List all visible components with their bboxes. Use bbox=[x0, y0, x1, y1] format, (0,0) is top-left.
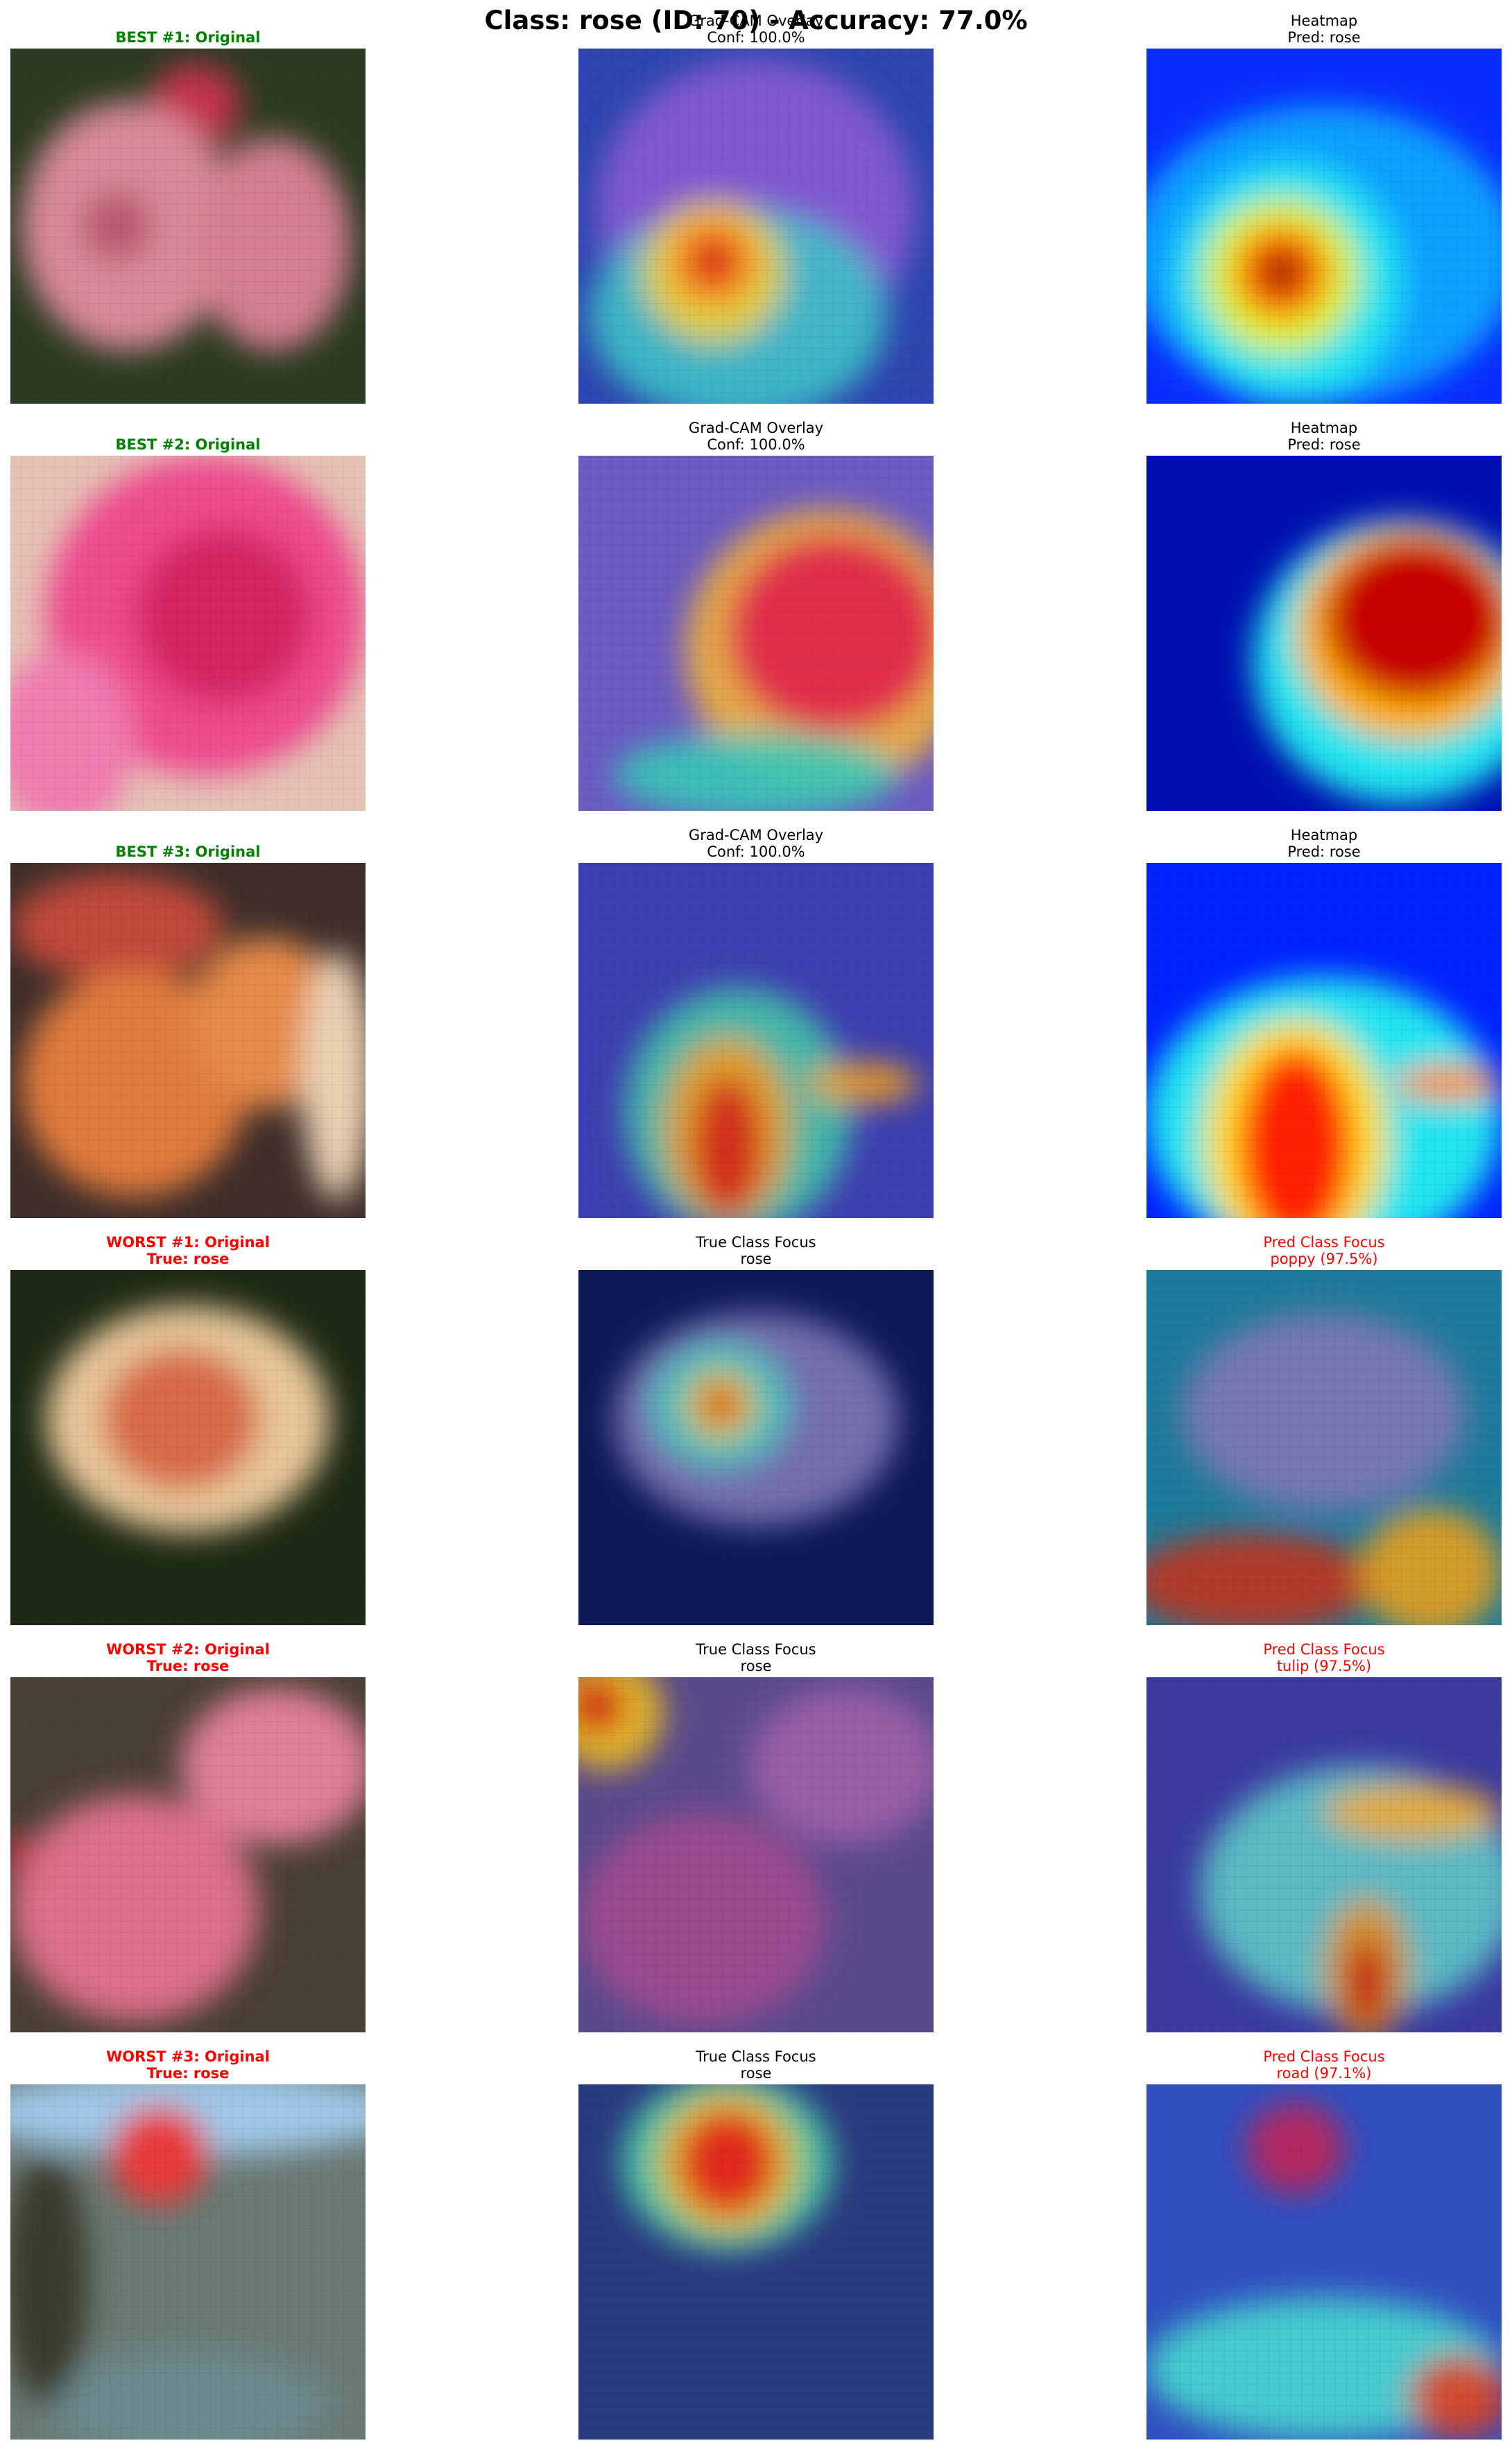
panel-title-line: BEST #1: Original bbox=[115, 29, 261, 46]
image-panel-r2-right bbox=[1146, 456, 1502, 811]
panel-title-r4-middle: True Class Focus rose bbox=[578, 1234, 934, 1267]
image-panel-r2-middle bbox=[578, 456, 934, 811]
panel-img-r2-middle bbox=[578, 456, 934, 811]
panel-title-r2-original: BEST #2: Original bbox=[10, 436, 366, 453]
image-panel-r5-right bbox=[1146, 1677, 1502, 2032]
panel-img-r3-original bbox=[10, 863, 366, 1218]
panel-title-r5-original: WORST #2: Original True: rose bbox=[10, 1641, 366, 1674]
image-panel-r4-right bbox=[1146, 1270, 1502, 1625]
panel-title-line: True: rose bbox=[146, 2065, 230, 2082]
panel-title-line: Pred: rose bbox=[1287, 29, 1361, 46]
panel-title-r3-right: Heatmap Pred: rose bbox=[1146, 827, 1502, 860]
panel-img-r3-middle bbox=[578, 863, 934, 1218]
panel-title-line: True Class Focus bbox=[696, 1641, 816, 1658]
image-panel-r1-right bbox=[1146, 49, 1502, 404]
panel-img-r6-middle bbox=[578, 2084, 934, 2440]
panel-title-line: BEST #2: Original bbox=[115, 436, 261, 453]
panel-title-r4-right: Pred Class Focus poppy (97.5%) bbox=[1146, 1234, 1502, 1267]
panel-img-r5-middle bbox=[578, 1677, 934, 2032]
panel-title-line: Conf: 100.0% bbox=[707, 436, 805, 453]
figure-title: Class: rose (ID: 70) - Accuracy: 77.0% bbox=[484, 6, 1028, 35]
panel-title-line: rose bbox=[740, 1251, 772, 1267]
panel-title-r5-middle: True Class Focus rose bbox=[578, 1641, 934, 1674]
panel-img-r4-middle bbox=[578, 1270, 934, 1625]
panel-title-line: Conf: 100.0% bbox=[707, 843, 805, 860]
panel-title-line: WORST #1: Original bbox=[106, 1234, 270, 1251]
panel-title-line: True Class Focus bbox=[696, 2048, 816, 2065]
panel-title-r6-middle: True Class Focus rose bbox=[578, 2048, 934, 2082]
panel-title-r3-original: BEST #3: Original bbox=[10, 843, 366, 860]
panel-img-r6-original bbox=[10, 2084, 366, 2440]
panel-title-line: tulip (97.5%) bbox=[1276, 1658, 1372, 1674]
panel-title-r4-original: WORST #1: Original True: rose bbox=[10, 1234, 366, 1267]
panel-title-line: Pred Class Focus bbox=[1263, 1234, 1385, 1251]
panel-img-r1-middle bbox=[578, 49, 934, 404]
panel-title-r2-middle: Grad-CAM Overlay Conf: 100.0% bbox=[578, 420, 934, 453]
panel-img-r4-original bbox=[10, 1270, 366, 1625]
panel-title-line: WORST #3: Original bbox=[106, 2048, 270, 2065]
panel-img-r2-right bbox=[1146, 456, 1502, 811]
panel-title-line: Pred: rose bbox=[1287, 436, 1361, 453]
panel-title-line: True: rose bbox=[146, 1658, 230, 1674]
image-panel-r6-right bbox=[1146, 2084, 1502, 2440]
panel-title-r6-original: WORST #3: Original True: rose bbox=[10, 2048, 366, 2082]
image-panel-r4-original bbox=[10, 1270, 366, 1625]
panel-title-line: True: rose bbox=[146, 1251, 230, 1267]
panel-title-line: Heatmap bbox=[1290, 12, 1358, 29]
panel-title-r6-right: Pred Class Focus road (97.1%) bbox=[1146, 2048, 1502, 2082]
panel-title-line: Pred Class Focus bbox=[1263, 2048, 1385, 2065]
panel-title-line: Pred: rose bbox=[1287, 843, 1361, 860]
image-panel-r3-middle bbox=[578, 863, 934, 1218]
panel-img-r4-right bbox=[1146, 1270, 1502, 1625]
image-panel-r1-original bbox=[10, 49, 366, 404]
panel-title-line: rose bbox=[740, 2065, 772, 2082]
panel-title-r1-middle: Grad-CAM Overlay Conf: 100.0% bbox=[578, 12, 934, 46]
panel-title-line: Pred Class Focus bbox=[1263, 1641, 1385, 1658]
panel-title-line: Grad-CAM Overlay bbox=[688, 12, 824, 29]
panel-img-r1-right bbox=[1146, 49, 1502, 404]
image-panel-r6-original bbox=[10, 2084, 366, 2440]
panel-img-r6-right bbox=[1146, 2084, 1502, 2440]
panel-img-r5-right bbox=[1146, 1677, 1502, 2032]
image-panel-r3-original bbox=[10, 863, 366, 1218]
image-panel-r3-right bbox=[1146, 863, 1502, 1218]
panel-img-r3-right bbox=[1146, 863, 1502, 1218]
panel-title-r2-right: Heatmap Pred: rose bbox=[1146, 420, 1502, 453]
panel-title-line: Conf: 100.0% bbox=[707, 29, 805, 46]
image-panel-r2-original bbox=[10, 456, 366, 811]
image-panel-r5-middle bbox=[578, 1677, 934, 2032]
image-panel-r4-middle bbox=[578, 1270, 934, 1625]
panel-title-line: True Class Focus bbox=[696, 1234, 816, 1251]
panel-title-line: WORST #2: Original bbox=[106, 1641, 270, 1658]
panel-title-r1-original: BEST #1: Original bbox=[10, 29, 366, 46]
panel-title-line: Heatmap bbox=[1290, 420, 1358, 436]
panel-title-r1-right: Heatmap Pred: rose bbox=[1146, 12, 1502, 46]
panel-title-line: Heatmap bbox=[1290, 827, 1358, 843]
panel-title-line: road (97.1%) bbox=[1276, 2065, 1372, 2082]
panel-title-line: poppy (97.5%) bbox=[1270, 1251, 1378, 1267]
panel-img-r2-original bbox=[10, 456, 366, 811]
panel-title-r5-right: Pred Class Focus tulip (97.5%) bbox=[1146, 1641, 1502, 1674]
panel-title-r3-middle: Grad-CAM Overlay Conf: 100.0% bbox=[578, 827, 934, 860]
panel-title-line: rose bbox=[740, 1658, 772, 1674]
panel-img-r1-original bbox=[10, 49, 366, 404]
panel-img-r5-original bbox=[10, 1677, 366, 2032]
image-panel-r5-original bbox=[10, 1677, 366, 2032]
panel-title-line: Grad-CAM Overlay bbox=[688, 827, 824, 843]
panel-title-line: BEST #3: Original bbox=[115, 843, 261, 860]
panel-title-line: Grad-CAM Overlay bbox=[688, 420, 824, 436]
image-panel-r1-middle bbox=[578, 49, 934, 404]
image-panel-r6-middle bbox=[578, 2084, 934, 2440]
